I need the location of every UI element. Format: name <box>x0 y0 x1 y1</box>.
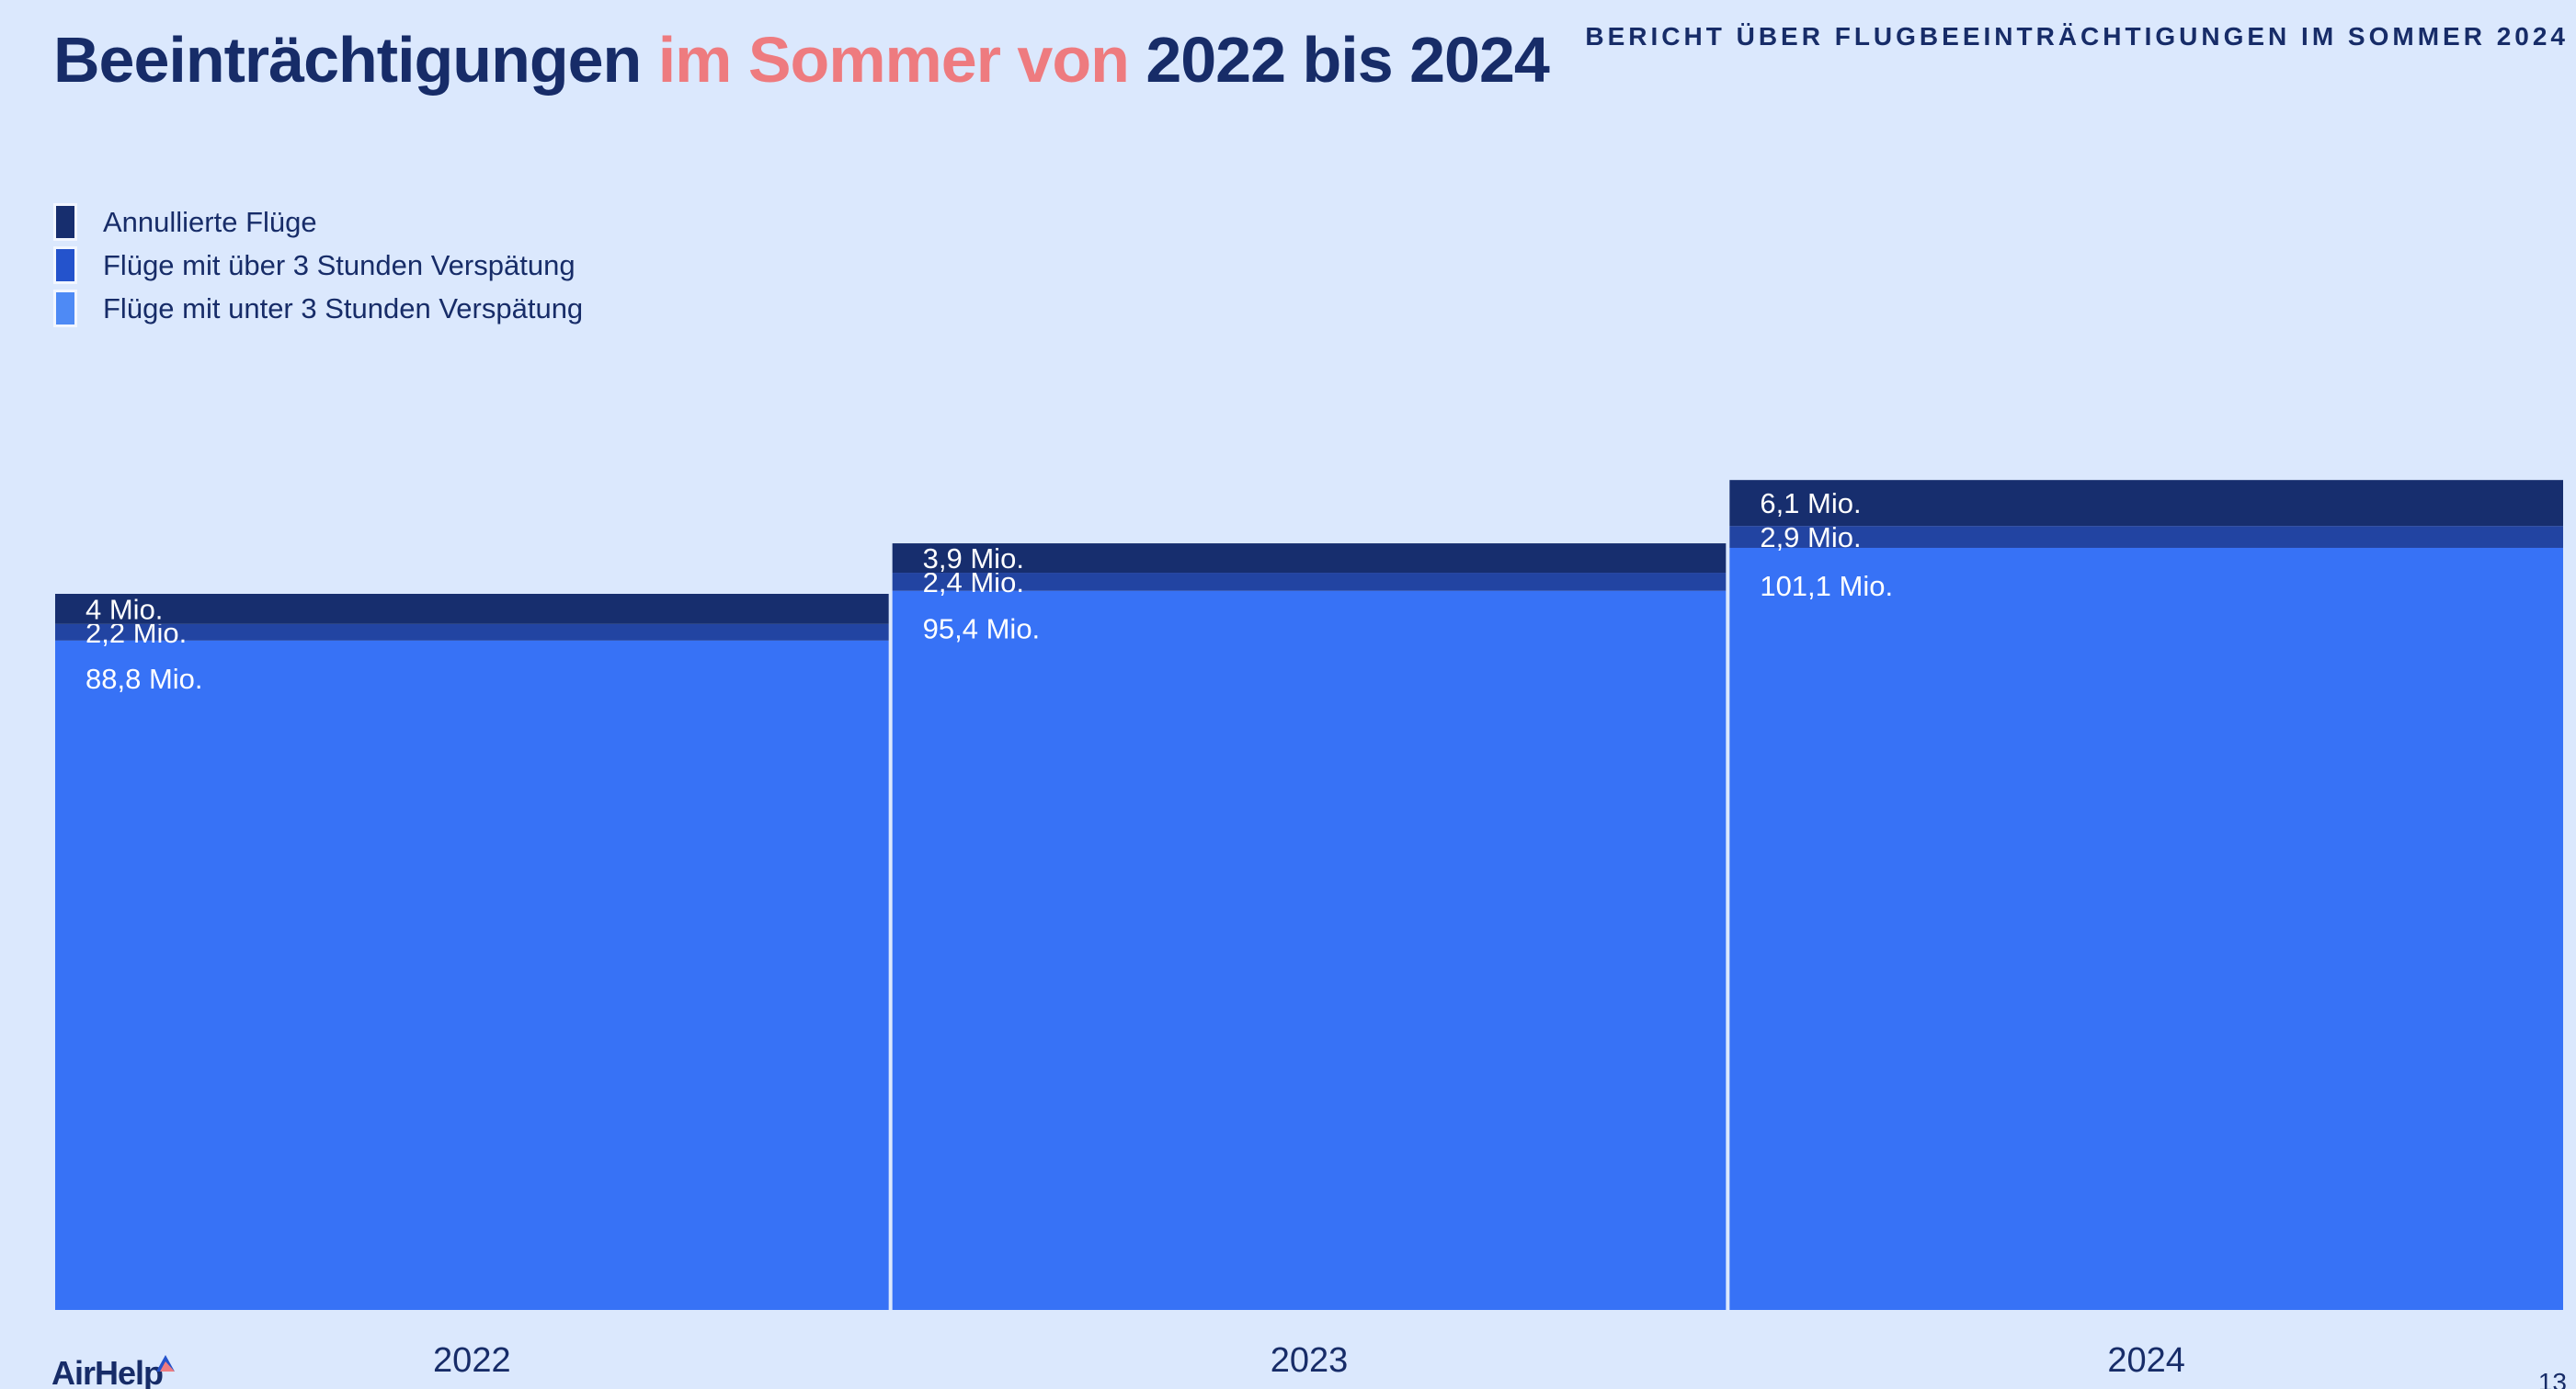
page-title: Beeinträchtigungen im Sommer von 2022 bi… <box>53 20 1550 99</box>
bar-segment <box>55 623 889 641</box>
data-label: 95,4 Mio. <box>923 613 1041 645</box>
bar-segment <box>1729 480 2563 527</box>
legend-swatch <box>53 290 77 327</box>
legend-label: Flüge mit über 3 Stunden Verspätung <box>103 248 576 281</box>
title-part-1: Beeinträchtigungen <box>53 24 658 96</box>
page-number: 13 <box>2537 1368 2567 1389</box>
data-label: 4 Mio. <box>85 593 163 625</box>
legend-swatch <box>53 246 77 284</box>
chart-legend: Annullierte Flüge Flüge mit über 3 Stunde… <box>53 200 583 330</box>
bar-segment <box>55 594 889 624</box>
data-label: 88,8 Mio. <box>85 663 203 695</box>
x-tick-label: 2024 <box>2107 1341 2185 1380</box>
bar-segment <box>1729 526 2563 548</box>
bar-segment <box>892 590 1727 1310</box>
legend-item: Flüge mit über 3 Stunden Verspätung <box>53 244 583 287</box>
data-label: 101,1 Mio. <box>1760 570 1893 602</box>
legend-label: Annullierte Flüge <box>103 205 317 238</box>
data-label: 6,1 Mio. <box>1760 487 1861 519</box>
title-accent: im Sommer von <box>657 24 1130 96</box>
brand-logo-icon <box>156 1355 175 1372</box>
brand-logo-text: AirHelp <box>51 1354 164 1389</box>
legend-item: Annullierte Flüge <box>53 200 583 244</box>
report-header: BERICHT ÜBER FLUGBEEINTRÄCHTIGUNGEN IM S… <box>1585 22 2569 51</box>
legend-item: Flüge mit unter 3 Stunden Verspätung <box>53 287 583 330</box>
x-tick-label: 2022 <box>433 1341 511 1380</box>
data-label: 3,9 Mio. <box>923 542 1024 575</box>
title-part-2: 2022 bis 2024 <box>1128 24 1549 96</box>
bar-segment <box>892 573 1727 591</box>
legend-swatch <box>53 203 77 241</box>
bar-segment <box>1729 547 2563 1310</box>
legend-label: Flüge mit unter 3 Stunden Verspätung <box>103 291 584 324</box>
bar-segment <box>55 640 889 1310</box>
bar-segment <box>892 543 1727 574</box>
x-tick-label: 2023 <box>1271 1341 1349 1380</box>
data-label: 2,9 Mio. <box>1760 521 1861 553</box>
